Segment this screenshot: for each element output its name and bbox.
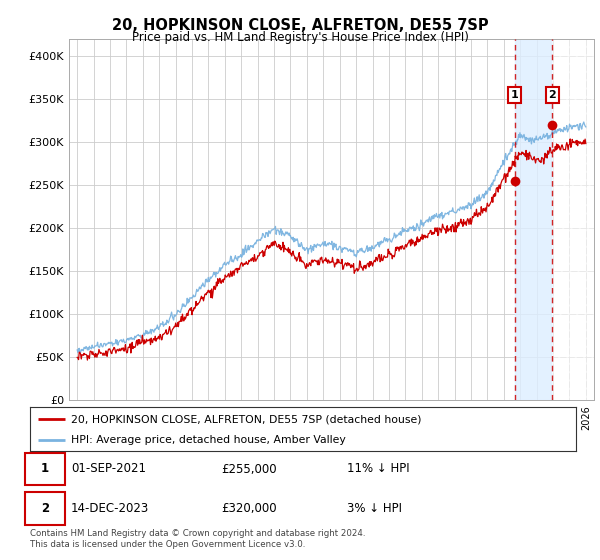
Text: Price paid vs. HM Land Registry's House Price Index (HPI): Price paid vs. HM Land Registry's House … [131,31,469,44]
FancyBboxPatch shape [25,492,65,525]
Text: HPI: Average price, detached house, Amber Valley: HPI: Average price, detached house, Ambe… [71,435,346,445]
Text: 2: 2 [41,502,49,515]
Text: 3% ↓ HPI: 3% ↓ HPI [347,502,401,515]
Text: £255,000: £255,000 [221,463,277,475]
Text: 14-DEC-2023: 14-DEC-2023 [71,502,149,515]
Text: 11% ↓ HPI: 11% ↓ HPI [347,463,409,475]
Text: 1: 1 [511,90,518,100]
FancyBboxPatch shape [25,452,65,486]
Bar [515,39,552,400]
Text: 2: 2 [548,90,556,100]
Text: 01-SEP-2021: 01-SEP-2021 [71,463,146,475]
Text: 20, HOPKINSON CLOSE, ALFRETON, DE55 7SP (detached house): 20, HOPKINSON CLOSE, ALFRETON, DE55 7SP … [71,414,421,424]
Text: 20, HOPKINSON CLOSE, ALFRETON, DE55 7SP: 20, HOPKINSON CLOSE, ALFRETON, DE55 7SP [112,18,488,33]
Bar [552,39,594,400]
Text: 1: 1 [41,463,49,475]
Text: Contains HM Land Registry data © Crown copyright and database right 2024.
This d: Contains HM Land Registry data © Crown c… [30,529,365,549]
Text: £320,000: £320,000 [221,502,277,515]
